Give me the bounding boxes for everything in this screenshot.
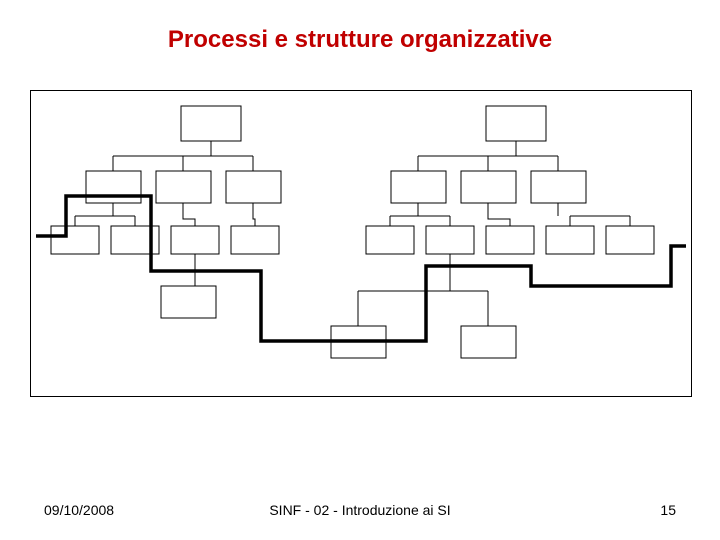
org-box xyxy=(226,171,281,203)
org-chart-svg xyxy=(31,91,691,396)
tree-connector xyxy=(488,203,510,226)
org-box xyxy=(51,226,99,254)
process-path xyxy=(36,196,686,341)
tree-connector xyxy=(418,141,558,171)
footer-center: SINF - 02 - Introduzione ai SI xyxy=(0,502,720,518)
org-box xyxy=(171,226,219,254)
org-box xyxy=(531,171,586,203)
tree-connector xyxy=(558,203,630,226)
org-box xyxy=(461,171,516,203)
org-box xyxy=(426,226,474,254)
slide-title: Processi e strutture organizzative xyxy=(0,26,720,54)
org-box xyxy=(231,226,279,254)
tree-connector xyxy=(253,203,255,226)
org-box xyxy=(606,226,654,254)
org-box xyxy=(486,226,534,254)
org-box xyxy=(161,286,216,318)
org-box xyxy=(156,171,211,203)
tree-connector xyxy=(390,203,450,226)
org-box xyxy=(366,226,414,254)
footer-page: 15 xyxy=(660,502,676,518)
diagram-frame xyxy=(30,90,692,397)
tree-connector xyxy=(183,203,195,226)
org-box xyxy=(391,171,446,203)
org-box xyxy=(546,226,594,254)
slide: Processi e strutture organizzative 09/10… xyxy=(0,0,720,540)
org-box xyxy=(86,171,141,203)
org-box xyxy=(461,326,516,358)
tree-connector xyxy=(113,141,253,171)
org-box xyxy=(181,106,241,141)
tree-connector xyxy=(75,203,135,226)
org-box xyxy=(486,106,546,141)
